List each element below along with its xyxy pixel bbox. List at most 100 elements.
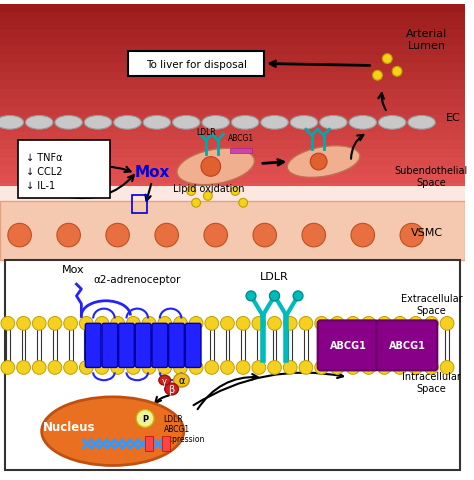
Circle shape [392,67,402,77]
Circle shape [233,189,235,191]
Circle shape [239,199,247,208]
Circle shape [310,154,327,170]
Bar [230,148,252,154]
Circle shape [189,317,203,331]
Ellipse shape [378,116,406,130]
Circle shape [242,204,244,206]
Circle shape [283,317,297,331]
Bar [0,124,465,132]
Circle shape [396,72,398,75]
Circle shape [203,192,212,201]
Circle shape [246,291,256,301]
Bar [0,141,465,149]
Circle shape [106,224,129,247]
Text: Nucleus: Nucleus [42,420,95,433]
Ellipse shape [143,116,171,130]
Circle shape [237,317,250,331]
FancyBboxPatch shape [169,324,184,368]
Bar [162,436,170,451]
Bar [132,195,147,213]
Circle shape [173,361,187,374]
Ellipse shape [202,116,229,130]
Circle shape [201,157,220,177]
Ellipse shape [231,116,259,130]
FancyBboxPatch shape [85,324,101,368]
Circle shape [80,361,93,374]
Circle shape [375,73,377,76]
Circle shape [142,317,156,331]
Bar [0,252,465,260]
FancyBboxPatch shape [185,324,201,368]
Text: Extracellular
Space: Extracellular Space [401,293,462,315]
Bar [0,56,465,64]
Bar [0,5,465,13]
Bar [0,81,465,90]
Circle shape [64,361,77,374]
Circle shape [195,204,197,206]
Bar [0,107,465,115]
Circle shape [400,224,424,247]
Circle shape [17,317,30,331]
Bar [5,260,460,470]
Circle shape [127,361,140,374]
Bar [0,243,465,252]
Circle shape [386,60,389,62]
Ellipse shape [26,116,53,130]
Circle shape [196,201,199,203]
Text: To liver for disposal: To liver for disposal [146,60,246,70]
Circle shape [388,57,390,59]
Text: LDLR: LDLR [196,128,216,137]
Bar [0,115,465,124]
Text: ↓ TNFα
↓ CCL2
↓ IL-1: ↓ TNFα ↓ CCL2 ↓ IL-1 [27,153,63,191]
Bar [0,149,465,158]
Text: Intracellular
Space: Intracellular Space [402,371,461,394]
Text: EC: EC [446,113,461,123]
Text: P: P [142,414,148,423]
Circle shape [346,361,360,374]
Ellipse shape [173,373,189,387]
Circle shape [270,291,280,301]
Text: γ: γ [162,376,167,385]
Circle shape [373,71,383,81]
Circle shape [252,361,266,374]
Circle shape [127,317,140,331]
Bar [0,13,465,22]
FancyBboxPatch shape [118,324,134,368]
Circle shape [299,317,313,331]
Circle shape [440,361,454,374]
Circle shape [397,70,400,72]
Circle shape [268,317,282,331]
Ellipse shape [84,116,112,130]
Ellipse shape [290,116,318,130]
Circle shape [189,189,191,191]
Circle shape [315,361,328,374]
Text: ABCG1: ABCG1 [228,133,254,143]
Bar [145,436,153,451]
Bar [0,30,465,39]
Ellipse shape [319,116,347,130]
Text: Subendothelial
Space: Subendothelial Space [395,166,468,188]
Ellipse shape [0,116,24,130]
Text: β: β [168,384,175,394]
Circle shape [244,201,246,203]
Bar [0,217,465,226]
Circle shape [137,410,154,427]
Bar [0,235,465,243]
Circle shape [189,361,203,374]
Bar [0,98,465,107]
Ellipse shape [165,384,178,395]
Bar [0,64,465,73]
FancyBboxPatch shape [376,321,438,371]
Circle shape [283,361,297,374]
FancyBboxPatch shape [18,141,110,198]
Circle shape [1,317,15,331]
Circle shape [191,199,201,208]
Circle shape [231,187,240,196]
Circle shape [17,361,30,374]
Circle shape [57,224,81,247]
Circle shape [425,317,438,331]
Circle shape [234,192,237,194]
Circle shape [378,73,380,76]
Bar [0,158,465,167]
Text: Arterial
Lumen: Arterial Lumen [406,29,447,51]
